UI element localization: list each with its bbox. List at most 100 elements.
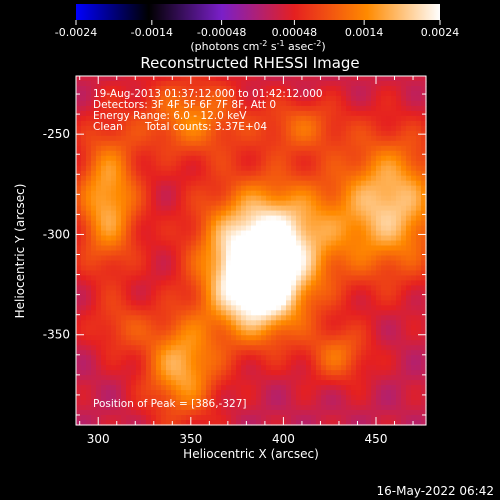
heatmap-cell: [271, 410, 277, 416]
heatmap-cell: [146, 345, 152, 351]
heatmap-cell: [206, 350, 212, 356]
heatmap-cell: [391, 190, 397, 197]
heatmap-cell: [416, 85, 422, 92]
heatmap-cell: [111, 135, 117, 142]
heatmap-cell: [236, 260, 242, 267]
heatmap-cell: [396, 340, 402, 346]
heatmap-cell: [116, 150, 122, 157]
heatmap-cell: [381, 300, 387, 306]
heatmap-cell: [341, 415, 347, 421]
heatmap-cell: [341, 85, 347, 92]
heatmap-cell: [261, 270, 267, 277]
heatmap-cell: [111, 280, 117, 286]
heatmap-cell: [341, 275, 347, 282]
heatmap-cell: [351, 275, 357, 282]
heatmap-cell: [156, 130, 162, 137]
heatmap-cell: [186, 275, 192, 282]
heatmap-cell: [271, 335, 277, 341]
heatmap-cell: [241, 180, 247, 187]
heatmap-cell: [176, 285, 182, 291]
heatmap-cell: [391, 415, 397, 421]
heatmap-cell: [131, 300, 137, 306]
heatmap-cell: [396, 170, 402, 177]
heatmap-cell: [346, 370, 352, 376]
heatmap-cell: [76, 135, 82, 142]
heatmap-cell: [351, 180, 357, 187]
heatmap-cell: [286, 85, 292, 92]
heatmap-cell: [301, 95, 307, 102]
heatmap-cell: [276, 195, 282, 202]
heatmap-cell: [121, 100, 127, 107]
heatmap-cell: [241, 120, 247, 127]
heatmap-cell: [376, 230, 382, 237]
heatmap-cell: [91, 255, 97, 262]
heatmap-cell: [76, 410, 82, 416]
heatmap-cell: [221, 195, 227, 202]
heatmap-cell: [301, 155, 307, 162]
heatmap-cell: [416, 375, 422, 381]
heatmap-cell: [331, 350, 337, 356]
heatmap-cell: [351, 125, 357, 132]
heatmap-cell: [351, 80, 357, 87]
heatmap-cell: [161, 200, 167, 207]
heatmap-cell: [161, 290, 167, 296]
heatmap-cell: [366, 135, 372, 142]
heatmap-cell: [301, 390, 307, 396]
heatmap-cell: [101, 320, 107, 326]
heatmap-cell: [211, 280, 217, 286]
heatmap-cell: [146, 340, 152, 346]
heatmap-cell: [251, 280, 257, 286]
heatmap-cell: [356, 200, 362, 207]
heatmap-cell: [101, 270, 107, 277]
heatmap-cell: [316, 76, 322, 82]
heatmap-cell: [166, 275, 172, 282]
heatmap-cell: [296, 205, 302, 212]
heatmap-cell: [91, 150, 97, 157]
heatmap-cell: [216, 300, 222, 306]
heatmap-cell: [261, 390, 267, 396]
heatmap-cell: [371, 315, 377, 321]
heatmap-cell: [136, 76, 142, 82]
heatmap-cell: [196, 260, 202, 267]
heatmap-cell: [101, 230, 107, 237]
heatmap-cell: [276, 300, 282, 306]
heatmap-cell: [116, 225, 122, 232]
heatmap-cell: [326, 120, 332, 127]
heatmap-cell: [156, 175, 162, 182]
heatmap-cell: [406, 250, 412, 257]
heatmap-cell: [421, 100, 427, 107]
heatmap-cell: [91, 130, 97, 137]
heatmap-cell: [136, 260, 142, 267]
heatmap-cell: [281, 100, 287, 107]
heatmap-cell: [236, 90, 242, 97]
heatmap-cell: [231, 285, 237, 291]
heatmap-cell: [281, 185, 287, 192]
heatmap-cell: [406, 275, 412, 282]
heatmap-cell: [421, 275, 427, 282]
heatmap-cell: [311, 200, 317, 207]
heatmap-cell: [366, 200, 372, 207]
heatmap-cell: [151, 335, 157, 341]
heatmap-cell: [281, 360, 287, 366]
heatmap-cell: [81, 420, 87, 426]
heatmap-cell: [376, 395, 382, 401]
heatmap-cell: [346, 100, 352, 107]
heatmap-cell: [126, 280, 132, 286]
heatmap-cell: [316, 375, 322, 381]
heatmap-cell: [246, 280, 252, 286]
heatmap-cell: [171, 380, 177, 386]
heatmap-cell: [281, 265, 287, 272]
heatmap-cell: [421, 290, 427, 296]
heatmap-cell: [171, 290, 177, 296]
heatmap-cell: [256, 185, 262, 192]
heatmap-cell: [176, 220, 182, 227]
heatmap-cell: [201, 295, 207, 301]
heatmap-cell: [86, 300, 92, 306]
heatmap-cell: [226, 405, 232, 411]
heatmap-cell: [201, 240, 207, 247]
heatmap-cell: [86, 120, 92, 127]
heatmap-cell: [146, 290, 152, 296]
heatmap-cell: [306, 95, 312, 102]
heatmap-cell: [111, 290, 117, 296]
heatmap-cell: [106, 415, 112, 421]
